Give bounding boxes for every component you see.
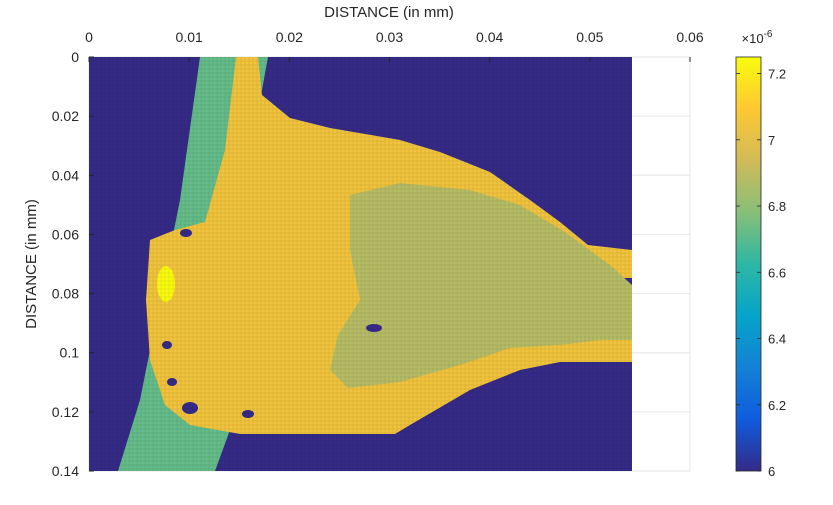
y-tick-label-3: 0.06: [52, 226, 79, 242]
x-axis-title: DISTANCE (in mm): [324, 4, 454, 21]
colorbar-tick-label-6: 7.2: [768, 67, 786, 82]
y-axis-title: DISTANCE (in mm): [23, 199, 40, 329]
x-tick-label-2: 0.02: [276, 29, 303, 45]
y-tick-label-6: 0.12: [52, 404, 79, 420]
colorbar: 6 6.2 6.4 6.6 6.8 7 7.2 ×10-6: [735, 29, 786, 479]
colorbar-frame: [735, 56, 762, 472]
y-tick-label-5: 0.1: [60, 345, 80, 361]
colorbar-tick-label-1: 6.2: [768, 398, 786, 413]
colorbar-ticks: 6 6.2 6.4 6.6 6.8 7 7.2: [736, 67, 786, 479]
y-tick-label-0: 0: [71, 49, 79, 65]
colorbar-tick-label-2: 6.4: [768, 332, 786, 347]
heatmap-image: [89, 57, 632, 471]
x-tick-label-0: 0: [85, 29, 93, 45]
colorbar-tick-label-4: 6.8: [768, 199, 786, 214]
colorbar-tick-label-3: 6.6: [768, 265, 786, 280]
x-tick-label-6: 0.06: [676, 29, 703, 45]
colorbar-tick-label-5: 7: [768, 133, 775, 148]
x-axis-ticks: 0 0.01 0.02 0.03 0.04 0.05 0.06: [85, 29, 704, 62]
pixel-texture: [89, 57, 632, 471]
y-tick-label-1: 0.02: [52, 108, 79, 124]
colorbar-tick-label-0: 6: [768, 464, 775, 479]
x-tick-label-5: 0.05: [576, 29, 603, 45]
x-tick-label-4: 0.04: [476, 29, 503, 45]
y-tick-label-4: 0.08: [52, 286, 79, 302]
y-tick-label-2: 0.04: [52, 167, 79, 183]
x-tick-label-3: 0.03: [376, 29, 403, 45]
x-tick-label-1: 0.01: [176, 29, 203, 45]
colorbar-exponent: ×10-6: [742, 29, 773, 46]
y-tick-label-7: 0.14: [52, 463, 79, 479]
y-axis-ticks: 0 0.02 0.04 0.06 0.08 0.1 0.12 0.14: [52, 49, 94, 479]
colorbar-fill: [736, 57, 761, 471]
